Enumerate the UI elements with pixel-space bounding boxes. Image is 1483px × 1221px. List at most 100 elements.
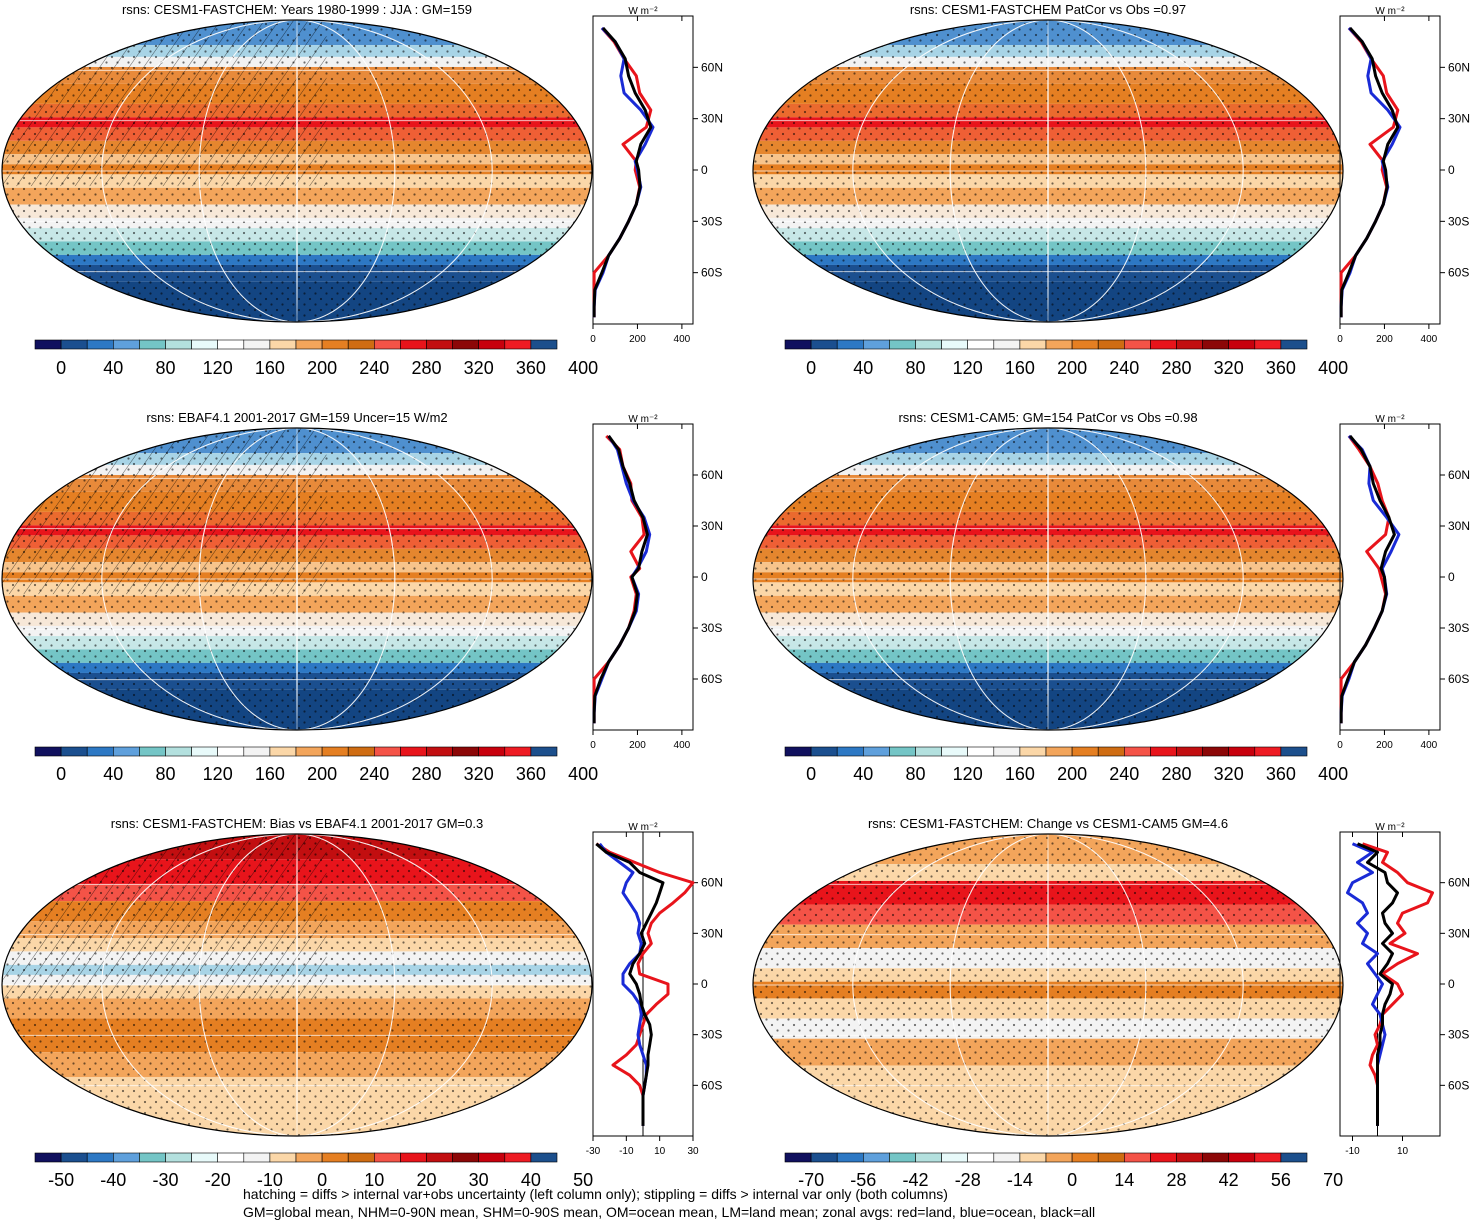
colorbar-swatch [373, 1152, 401, 1163]
zonal-units: W m⁻² [628, 822, 658, 833]
map-field [753, 428, 1343, 730]
colorbar-swatch [941, 339, 968, 350]
colorbar-label: 160 [1005, 358, 1035, 378]
colorbar-label: 0 [317, 1170, 327, 1190]
zonal-ytick-label: 30S [701, 1028, 722, 1042]
colorbar-swatch [34, 339, 62, 350]
colorbar-swatch [836, 339, 864, 350]
map-field [753, 834, 1343, 1136]
panel-2: rsns: CESM1-FASTCHEM PatCor vs Obs =0.97… [752, 2, 1470, 378]
colorbar: 0 40 80 120 160 200 240 280 320 360 400 [34, 339, 598, 378]
zonal-line-all [595, 842, 665, 1126]
zonal-units: W m⁻² [628, 414, 658, 425]
colorbar-swatch [784, 746, 812, 757]
colorbar-swatch [1124, 339, 1151, 350]
zonal-xtick-label: 400 [674, 740, 691, 751]
zonal-xtick-label: 400 [674, 334, 691, 345]
colorbar-swatch [1071, 746, 1099, 757]
colorbar-swatch [478, 1152, 506, 1163]
zonal-ytick-label: 60S [1448, 672, 1469, 686]
colorbar-swatch [373, 339, 401, 350]
zonal-line-all [1339, 27, 1400, 318]
map-field [2, 20, 592, 322]
colorbar-swatch [1228, 339, 1256, 350]
colorbar-swatch [993, 746, 1021, 757]
zonal-mean-plot: W m⁻² -30 -10 10 30 60N 30N 0 30S 60S [586, 822, 723, 1157]
colorbar-label: 360 [1266, 358, 1296, 378]
colorbar-label: 240 [359, 764, 389, 784]
zonal-ytick-label: 60N [701, 468, 723, 482]
zonal-ytick-label: 0 [701, 977, 708, 991]
gridline-lon [101, 834, 493, 1136]
colorbar-label: 30 [469, 1170, 489, 1190]
zonal-line-ocean [592, 435, 652, 724]
colorbar-swatch [530, 1152, 558, 1163]
colorbar-label: 320 [1214, 358, 1244, 378]
colorbar-label: 80 [155, 764, 175, 784]
zonal-line-land [595, 842, 695, 1126]
colorbar-swatch [504, 339, 532, 350]
colorbar-label: 0 [806, 764, 816, 784]
gridline-lon [1047, 428, 1049, 730]
colorbar-label: 240 [1109, 358, 1139, 378]
colorbar-label: 280 [1161, 358, 1191, 378]
colorbar-label: 28 [1166, 1170, 1186, 1190]
colorbar-label: 160 [255, 764, 285, 784]
colorbar-swatch [862, 1152, 890, 1163]
colorbar-label: 40 [853, 358, 873, 378]
zonal-line-land [1362, 842, 1434, 1126]
colorbar-label: 200 [307, 358, 337, 378]
zonal-ytick-label: 30N [1448, 519, 1470, 533]
colorbar-swatch [86, 1152, 114, 1163]
colorbar-swatch [810, 339, 838, 350]
zonal-xtick-label: 200 [1376, 740, 1393, 751]
map-border [1, 427, 593, 731]
colorbar-swatch [165, 1152, 192, 1163]
colorbar-label: 120 [203, 358, 233, 378]
colorbar-label: 160 [1005, 764, 1035, 784]
zonal-ytick-label: 0 [701, 163, 708, 177]
zonal-ytick-label: 30N [701, 926, 723, 940]
colorbar-label: 400 [1318, 764, 1348, 784]
zonal-line-land [592, 27, 653, 318]
gridline-lon [852, 428, 1244, 730]
colorbar-swatch [967, 746, 995, 757]
colorbar-swatch [504, 1152, 532, 1163]
colorbar-label: 70 [1323, 1170, 1343, 1190]
colorbar-swatch [165, 339, 192, 350]
colorbar-swatch [113, 746, 140, 757]
colorbar-swatch [321, 1152, 349, 1163]
colorbar-swatch [1176, 1152, 1203, 1163]
colorbar-label: 400 [568, 764, 598, 784]
colorbar-label: -10 [257, 1170, 283, 1190]
zonal-ytick-label: 30N [1448, 112, 1470, 126]
colorbar-label: 360 [516, 764, 546, 784]
colorbar-swatch [426, 746, 453, 757]
map-field [753, 20, 1343, 322]
colorbar-swatch [1254, 339, 1282, 350]
colorbar-swatch [1071, 339, 1099, 350]
colorbar-swatch [373, 746, 401, 757]
colorbar-swatch [889, 1152, 916, 1163]
colorbar-swatch [400, 746, 427, 757]
panel-4: rsns: CESM1-CAM5: GM=154 PatCor vs Obs =… [752, 410, 1470, 784]
colorbar-swatch [347, 746, 375, 757]
colorbar-swatch [217, 746, 245, 757]
colorbar-swatch [1254, 1152, 1282, 1163]
gridline-lon [1047, 834, 1049, 1136]
zonal-xtick-label: 400 [1421, 334, 1438, 345]
colorbar-swatch [269, 746, 297, 757]
map-border [752, 427, 1344, 731]
map-border [752, 19, 1344, 323]
colorbar-swatch [1019, 1152, 1047, 1163]
zonal-ytick-label: 30S [701, 214, 722, 228]
zonal-ytick-label: 60S [701, 266, 722, 280]
zonal-ytick-label: 30N [701, 112, 723, 126]
panel-title: rsns: CESM1-FASTCHEM PatCor vs Obs =0.97 [910, 2, 1186, 17]
gridline-lon [949, 834, 1147, 1136]
colorbar: -50 -40 -30 -20 -10 0 10 20 30 40 50 [34, 1152, 593, 1190]
colorbar-swatch [243, 1152, 271, 1163]
zonal-line-ocean [1346, 842, 1387, 1126]
colorbar-label: 280 [1161, 764, 1191, 784]
colorbar-label: -40 [100, 1170, 126, 1190]
